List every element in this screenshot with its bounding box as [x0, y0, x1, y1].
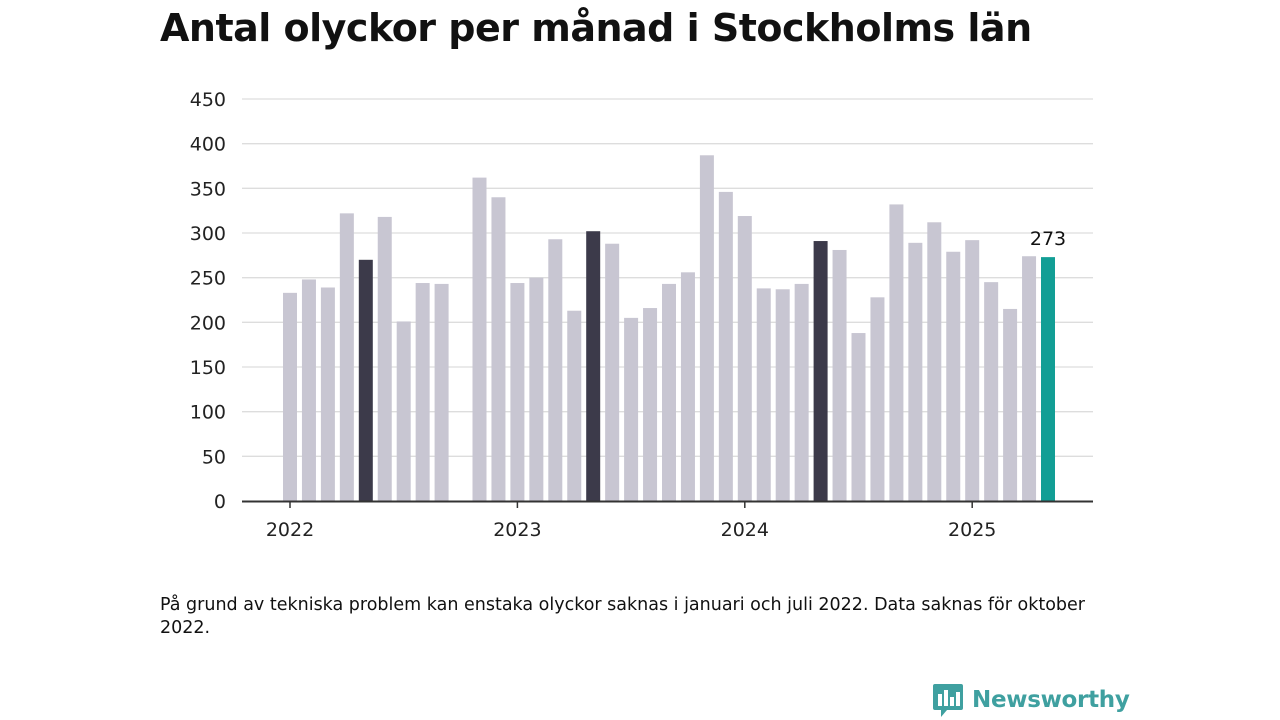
- brand-name: Newsworthy: [972, 687, 1130, 713]
- bar-2025-02: [984, 282, 999, 501]
- bar-chart: 0 50 100 150 200 250 300 350 400 450 2022 2023 2024 2…: [190, 89, 1093, 541]
- y-tick-label: 350: [190, 178, 226, 200]
- bar-2025-03: [1003, 308, 1018, 501]
- bar-2024-02: [756, 288, 771, 501]
- bar-2022-07: [396, 321, 411, 501]
- x-tick-label: 2024: [721, 519, 769, 541]
- y-tick-label: 200: [190, 312, 226, 334]
- bar-2023-12: [718, 191, 733, 501]
- bar-2024-05: [813, 241, 828, 502]
- bar-2023-09: [662, 283, 676, 501]
- bar-2023-05: [586, 231, 601, 502]
- x-tick-label: 2025: [948, 519, 996, 541]
- bar-2022-01: [283, 292, 297, 501]
- bar-2022-06: [377, 216, 392, 502]
- data-label: 273: [1030, 228, 1066, 250]
- bar-2023-03: [548, 239, 563, 501]
- bar-2025-05: [1041, 257, 1055, 501]
- bar-2022-04: [339, 213, 354, 501]
- y-tick-label: 300: [190, 223, 226, 245]
- bar-2024-07: [851, 333, 866, 501]
- labels: 0 50 100 150 200 250 300 350 400 450 2022 2023 2024 2…: [190, 89, 1066, 541]
- bar-2023-06: [605, 243, 620, 501]
- x-tick-label: 2023: [493, 519, 541, 541]
- bar-2022-05: [358, 259, 373, 501]
- bar-2024-01: [737, 216, 752, 501]
- bar-2022-12: [491, 197, 506, 501]
- bar-2023-04: [567, 310, 582, 501]
- bars: [283, 155, 1055, 502]
- bar-2022-09: [434, 283, 449, 501]
- bar-2024-04: [794, 283, 809, 501]
- bar-chart-speech-bubble-icon: [933, 684, 963, 717]
- bar-2025-01: [965, 240, 980, 501]
- bar-2022-11: [472, 177, 487, 501]
- y-tick-label: 250: [190, 268, 226, 290]
- footnote: På grund av tekniska problem kan enstaka…: [160, 595, 1085, 638]
- bar-2024-10: [908, 242, 923, 501]
- bar-2024-06: [832, 249, 847, 501]
- x-tick-label: 2022: [266, 519, 314, 541]
- bar-2023-07: [624, 317, 639, 501]
- bar-2024-03: [775, 289, 790, 501]
- bar-2023-01: [510, 283, 525, 501]
- bar-2024-11: [927, 222, 942, 501]
- bar-2022-02: [301, 279, 316, 501]
- y-tick-label: 400: [190, 134, 226, 156]
- bar-2023-02: [529, 277, 544, 501]
- bar-2023-10: [680, 272, 695, 501]
- chart-title: Antal olyckor per månad i Stockholms län: [160, 6, 1032, 50]
- y-tick-label: 150: [190, 357, 226, 379]
- bar-2024-08: [870, 297, 885, 501]
- bar-2023-08: [643, 308, 658, 501]
- bar-2025-04: [1022, 256, 1037, 501]
- newsworthy-logo: Newsworthy: [932, 682, 1130, 718]
- y-tick-label: 50: [202, 446, 226, 468]
- bar-2024-12: [946, 251, 961, 501]
- y-tick-label: 0: [214, 491, 226, 513]
- bar-2024-09: [889, 204, 904, 501]
- y-tick-label: 100: [190, 402, 226, 424]
- bar-2023-11: [699, 155, 714, 501]
- y-tick-label: 450: [190, 89, 226, 111]
- axes: [242, 500, 1093, 508]
- bar-2022-03: [320, 287, 335, 501]
- bar-2022-08: [415, 283, 430, 501]
